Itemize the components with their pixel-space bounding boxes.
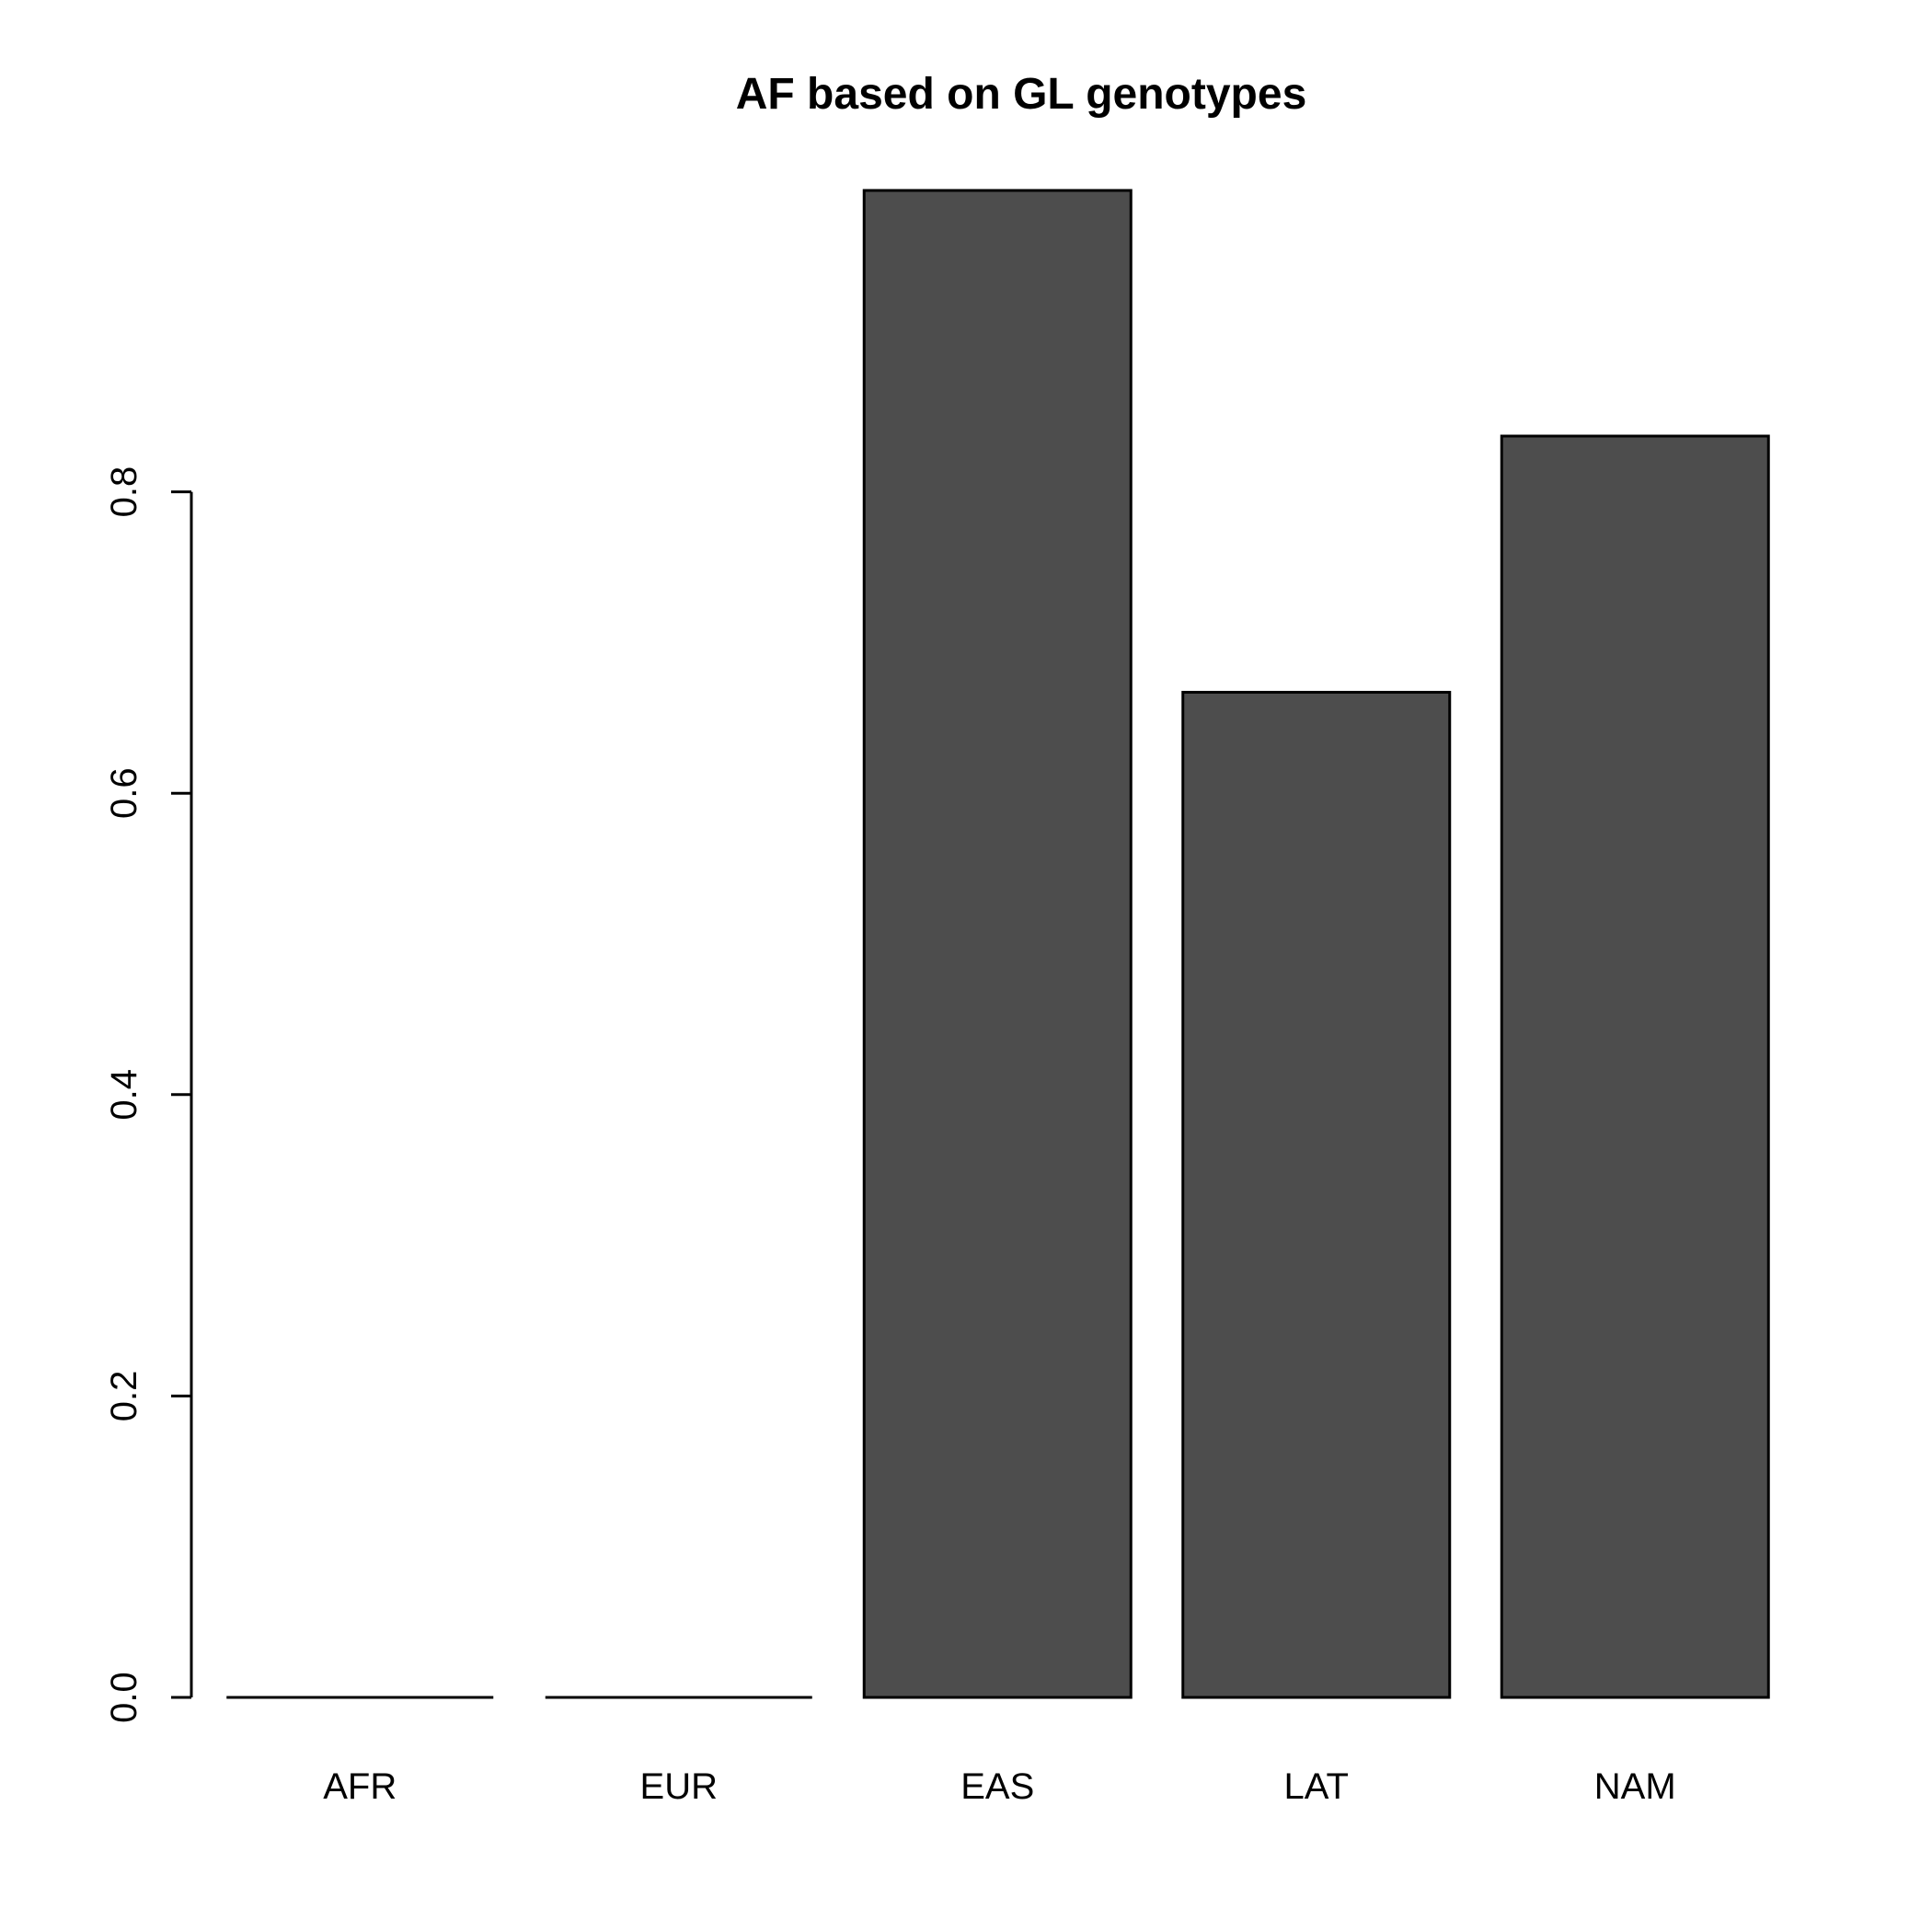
bar-nam bbox=[1500, 434, 1770, 1699]
bar-eas bbox=[862, 189, 1133, 1699]
y-tick-label: 0.2 bbox=[104, 1371, 144, 1422]
bar-lat bbox=[1181, 690, 1452, 1699]
y-tick-label: 0.4 bbox=[104, 1069, 144, 1121]
x-category-label: EAS bbox=[960, 1766, 1034, 1807]
x-category-label: EUR bbox=[640, 1766, 718, 1807]
y-tick-label: 0.6 bbox=[104, 767, 144, 819]
x-category-label: LAT bbox=[1284, 1766, 1349, 1807]
chart-title: AF based on GL genotypes bbox=[736, 70, 1307, 119]
y-tick-label: 0.0 bbox=[104, 1672, 144, 1723]
x-category-label: NAM bbox=[1594, 1766, 1676, 1807]
y-tick-label: 0.8 bbox=[104, 466, 144, 518]
x-axis-labels: AFR EUR EAS LAT NAM bbox=[323, 1766, 1675, 1807]
bars bbox=[226, 189, 1770, 1699]
y-axis: 0.0 0.2 0.4 0.6 0.8 bbox=[104, 466, 193, 1723]
x-category-label: AFR bbox=[323, 1766, 397, 1807]
